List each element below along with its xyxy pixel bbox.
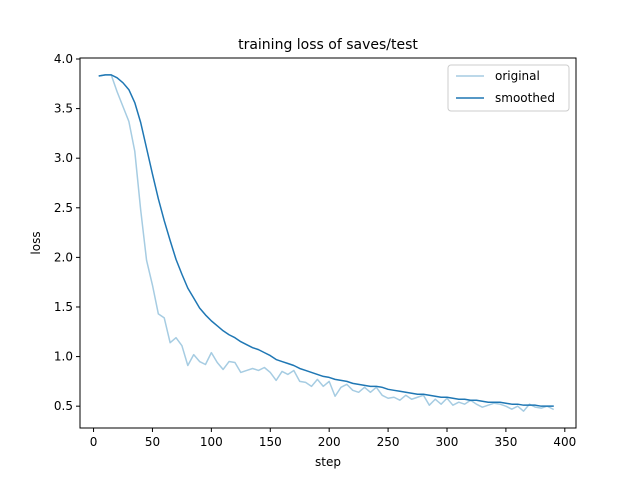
series-line-smoothed <box>98 74 554 407</box>
y-tick-label: 1.5 <box>54 300 73 314</box>
legend: original smoothed <box>447 64 570 112</box>
y-tick-label: 2.5 <box>54 201 73 215</box>
y-axis-label: loss <box>29 231 43 254</box>
x-tick-label: 300 <box>436 435 459 449</box>
y-tick-label: 2.0 <box>54 250 73 264</box>
series-line-original <box>98 74 555 412</box>
y-tick-label: 1.0 <box>54 350 73 364</box>
x-tick-label: 250 <box>377 435 400 449</box>
x-tick-label: 350 <box>494 435 517 449</box>
x-tick-label: 150 <box>259 435 282 449</box>
y-tick-label: 3.5 <box>54 102 73 116</box>
x-tick-label: 100 <box>200 435 223 449</box>
x-tick-label: 400 <box>553 435 576 449</box>
x-axis-label: step <box>315 455 341 469</box>
chart-title: training loss of saves/test <box>238 37 418 53</box>
x-axis: 0 50 100 150 200 250 300 350 400 <box>90 428 576 449</box>
y-tick-label: 4.0 <box>54 52 73 66</box>
x-tick-label: 50 <box>145 435 160 449</box>
legend-label-smoothed: smoothed <box>495 91 555 105</box>
y-tick-label: 3.0 <box>54 151 73 165</box>
legend-label-original: original <box>495 69 540 83</box>
plot-frame <box>79 57 577 429</box>
plot-area <box>98 74 555 412</box>
x-tick-label: 0 <box>90 435 98 449</box>
y-axis: 0.5 1.0 1.5 2.0 2.5 3.0 3.5 4.0 <box>54 52 80 413</box>
y-tick-label: 0.5 <box>54 399 73 413</box>
x-tick-label: 200 <box>318 435 341 449</box>
